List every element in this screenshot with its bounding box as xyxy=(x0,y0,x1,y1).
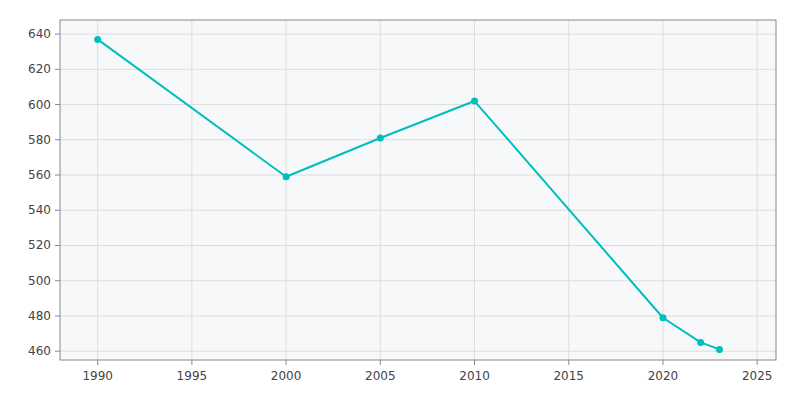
y-tick-label: 580 xyxy=(28,133,51,147)
chart-container: 1990 1995 2000 2005 2010 2015 2020 2025 460 480 50… xyxy=(0,0,800,400)
y-grid-line xyxy=(60,104,776,105)
point xyxy=(377,135,384,142)
y-tick xyxy=(55,351,60,352)
y-grid-line xyxy=(60,315,776,316)
x-grid-line xyxy=(568,20,569,360)
x-tick-label: 2015 xyxy=(553,369,584,383)
x-grid-line xyxy=(662,20,663,360)
y-tick-label: 500 xyxy=(28,274,51,288)
y-tick xyxy=(55,104,60,105)
y-tick-label: 540 xyxy=(28,203,51,217)
x-grid-line xyxy=(191,20,192,360)
chart-svg: 1990 1995 2000 2005 2010 2015 2020 2025 460 480 50… xyxy=(0,0,800,400)
point xyxy=(283,173,290,180)
y-tick xyxy=(55,69,60,70)
point xyxy=(94,36,101,43)
x-grid-line xyxy=(286,20,287,360)
point xyxy=(716,346,723,353)
y-grid-line xyxy=(60,139,776,140)
x-grid-line xyxy=(757,20,758,360)
y-grid-line xyxy=(60,34,776,35)
series xyxy=(94,36,723,353)
x-grid-line xyxy=(380,20,381,360)
line xyxy=(98,39,720,349)
y-grid-line xyxy=(60,245,776,246)
x-tick-label: 2025 xyxy=(742,369,773,383)
x-tick-label: 1995 xyxy=(177,369,208,383)
y-grid-line xyxy=(60,280,776,281)
y-tick xyxy=(55,210,60,211)
plot-background xyxy=(60,20,776,360)
y-tick xyxy=(55,315,60,316)
point xyxy=(471,98,478,105)
plot-frame xyxy=(60,20,776,360)
x-tick xyxy=(380,360,381,365)
x-tick-label: 2010 xyxy=(459,369,490,383)
y-tick-label: 520 xyxy=(28,238,51,252)
y-grid-line xyxy=(60,69,776,70)
x-tick xyxy=(97,360,98,365)
x-tick-label: 1990 xyxy=(82,369,113,383)
y-tick xyxy=(55,34,60,35)
axes: 1990 1995 2000 2005 2010 2015 2020 2025 460 480 50… xyxy=(28,20,776,383)
x-grid-line xyxy=(474,20,475,360)
y-tick-label: 460 xyxy=(28,344,51,358)
y-tick xyxy=(55,139,60,140)
y-tick xyxy=(55,245,60,246)
x-tick xyxy=(474,360,475,365)
y-grid-line xyxy=(60,351,776,352)
y-tick xyxy=(55,175,60,176)
x-tick-label: 2005 xyxy=(365,369,396,383)
y-tick-label: 560 xyxy=(28,168,51,182)
y-tick xyxy=(55,280,60,281)
point xyxy=(659,314,666,321)
y-tick-label: 640 xyxy=(28,27,51,41)
grid xyxy=(60,20,776,360)
x-tick-label: 2020 xyxy=(648,369,679,383)
y-grid-line xyxy=(60,175,776,176)
y-tick-label: 480 xyxy=(28,309,51,323)
y-grid-line xyxy=(60,210,776,211)
x-grid-line xyxy=(97,20,98,360)
x-tick xyxy=(191,360,192,365)
y-tick-label: 600 xyxy=(28,98,51,112)
x-tick xyxy=(286,360,287,365)
x-tick-label: 2000 xyxy=(271,369,302,383)
point xyxy=(697,339,704,346)
x-tick xyxy=(662,360,663,365)
x-tick xyxy=(568,360,569,365)
x-tick xyxy=(757,360,758,365)
y-tick-label: 620 xyxy=(28,62,51,76)
